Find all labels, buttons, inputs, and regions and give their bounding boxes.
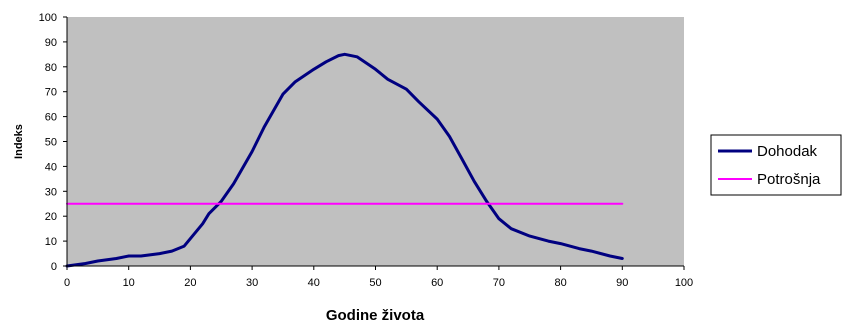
legend-label: Dohodak [757, 143, 818, 160]
legend: Dohodak Potrošnja [710, 134, 842, 196]
x-tick-label: 70 [493, 277, 505, 289]
y-tick-label: 70 [45, 87, 57, 99]
x-tick-label: 0 [64, 277, 70, 289]
series-line-dohodak [65, 52, 624, 268]
x-tick-label: 30 [246, 277, 258, 289]
legend-label: Potrošnja [757, 171, 821, 188]
y-tick-label: 50 [45, 137, 57, 149]
y-tick-label: 40 [45, 161, 57, 173]
x-tick-label: 40 [308, 277, 320, 289]
x-tick-label: 50 [369, 277, 381, 289]
y-tick-label: 20 [45, 211, 57, 223]
x-tick-label: 60 [431, 277, 443, 289]
x-tick-label: 100 [675, 277, 693, 289]
y-axis-title: Indeks [13, 124, 25, 159]
y-tick-label: 60 [45, 112, 57, 124]
y-tick-label: 0 [51, 261, 57, 273]
y-tick-label: 90 [45, 37, 57, 49]
x-tick-label: 20 [184, 277, 196, 289]
x-axis-title: Godine života [326, 307, 425, 324]
plot-area [67, 17, 684, 266]
legend-box [710, 134, 842, 196]
x-tick-label: 90 [616, 277, 628, 289]
x-tick-label: 80 [554, 277, 566, 289]
y-tick-label: 80 [45, 62, 57, 74]
y-tick-label: 10 [45, 236, 57, 248]
y-tick-label: 100 [39, 12, 57, 24]
x-tick-label: 10 [123, 277, 135, 289]
y-tick-label: 30 [45, 186, 57, 198]
